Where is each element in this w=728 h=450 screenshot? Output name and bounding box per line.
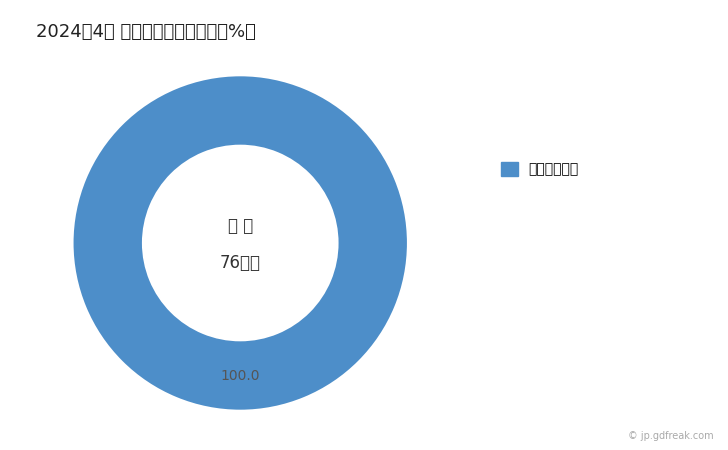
Text: 76万円: 76万円 [220,254,261,272]
Wedge shape [73,75,408,411]
Text: 100.0: 100.0 [221,369,260,382]
Text: 総 額: 総 額 [228,217,253,235]
Text: © jp.gdfreak.com: © jp.gdfreak.com [628,431,713,441]
Text: 2024年4月 輸出相手国のシェア（%）: 2024年4月 輸出相手国のシェア（%） [36,22,256,40]
Legend: インドネシア: インドネシア [496,156,585,182]
